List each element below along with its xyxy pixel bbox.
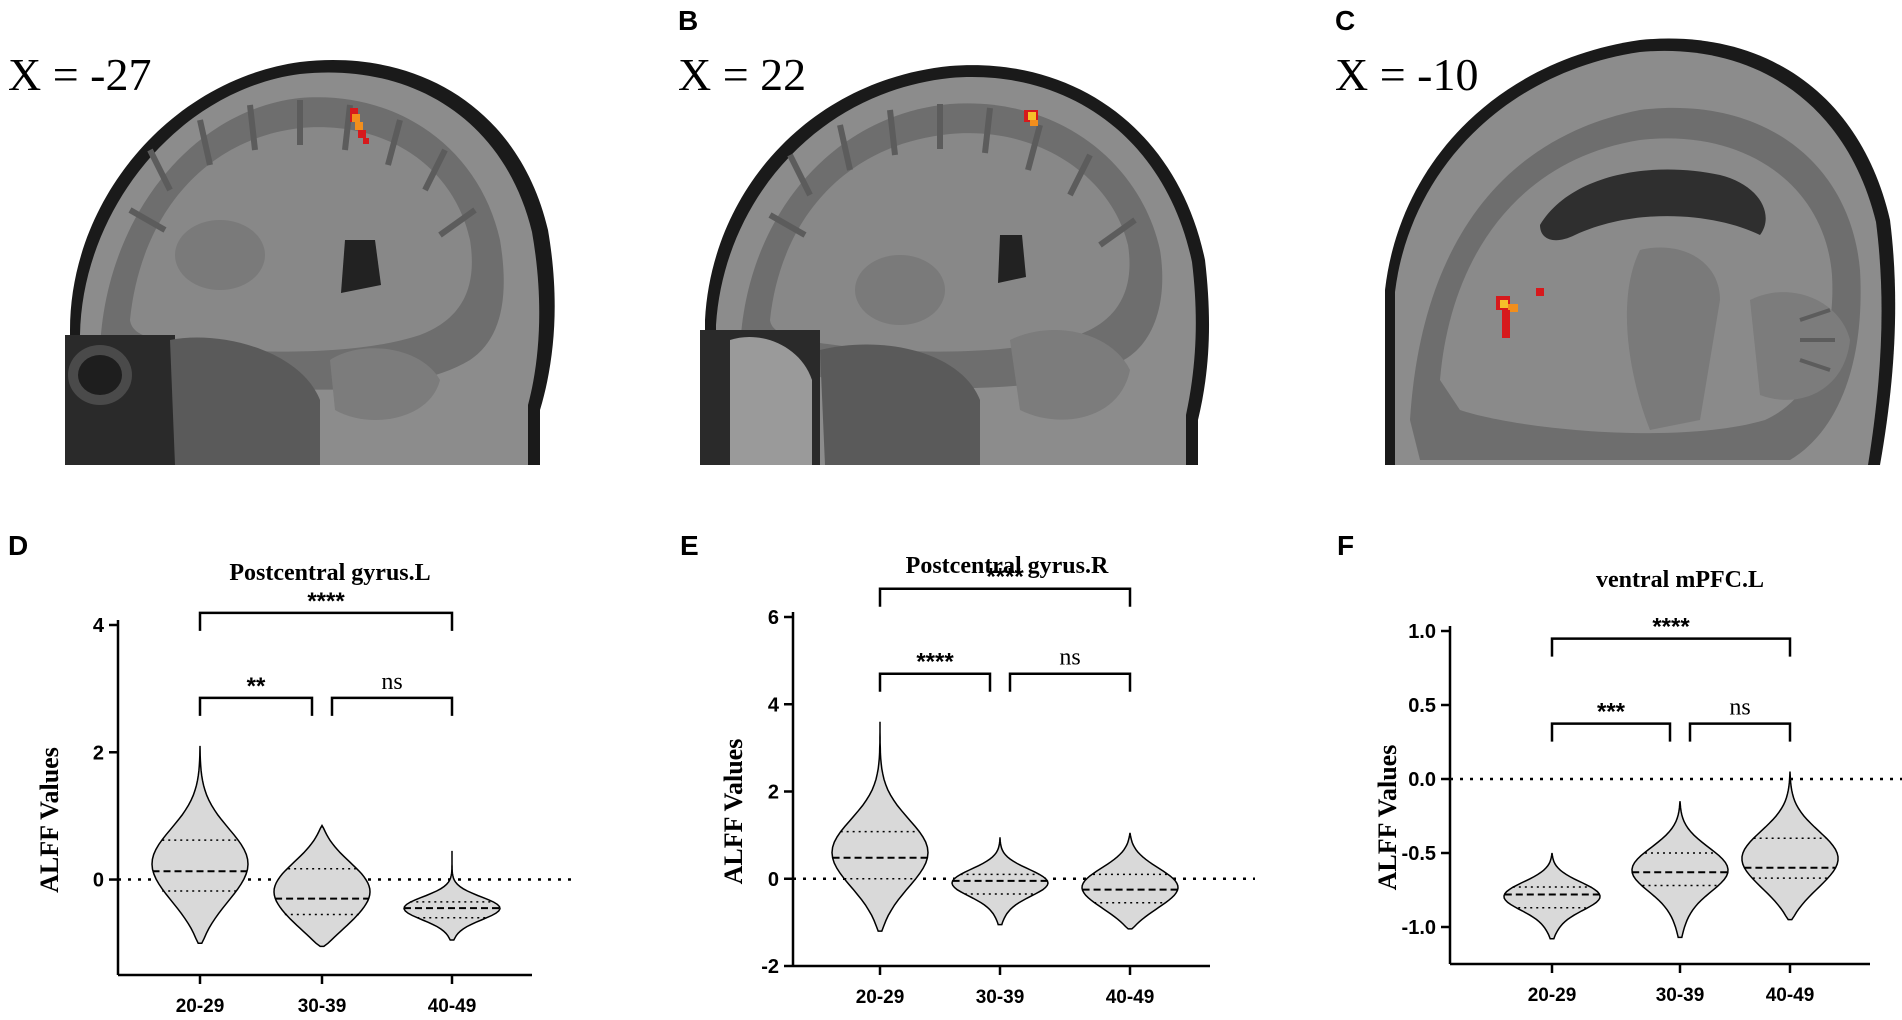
mri-sagittal-image xyxy=(700,10,1225,466)
brain-panel-b: B X = 22 xyxy=(678,5,1225,466)
significance-label: ns xyxy=(1729,695,1750,721)
coordinate-label: X = 22 xyxy=(678,49,806,100)
chart-panel-e: E Postcentral gyrus.R ALFF Values -2 0 2 4 6 20-… xyxy=(680,530,1255,1008)
violin xyxy=(831,721,929,932)
x-tick-label: 40-49 xyxy=(1106,987,1155,1008)
y-tick-label: -2 xyxy=(761,956,779,978)
x-tick-label: 30-39 xyxy=(976,987,1025,1008)
y-tick-label: 2 xyxy=(768,782,779,804)
x-tick-label: 30-39 xyxy=(298,996,347,1017)
panel-letter: E xyxy=(680,530,699,561)
coordinate-label: X = -10 xyxy=(1335,49,1478,100)
significance-bracket xyxy=(198,696,314,716)
significance-bracket xyxy=(1550,637,1792,657)
significance-label: **** xyxy=(986,564,1024,591)
brain-panel-c: C X = -10 xyxy=(1335,5,1902,466)
x-tick-label: 20-29 xyxy=(1528,985,1577,1006)
significance-label: ns xyxy=(1059,645,1080,671)
activation-cluster xyxy=(350,108,369,144)
y-tick-label: 1.0 xyxy=(1408,621,1436,643)
panel-letter: D xyxy=(8,530,28,561)
x-tick-label: 30-39 xyxy=(1656,985,1705,1006)
y-axis-label: ALFF Values xyxy=(719,739,748,885)
y-tick-label: 0.5 xyxy=(1408,695,1436,717)
significance-bracket xyxy=(330,696,454,716)
violin xyxy=(403,850,501,941)
y-tick-label: 4 xyxy=(93,615,105,637)
significance-label: **** xyxy=(307,588,345,615)
y-axis-label: ALFF Values xyxy=(1373,745,1402,891)
x-tick-label: 40-49 xyxy=(1766,985,1815,1006)
coordinate-label: X = -27 xyxy=(8,49,151,100)
significance-bracket xyxy=(1688,722,1792,742)
activation-cluster xyxy=(1024,110,1038,126)
significance-label: **** xyxy=(916,649,954,676)
mri-sagittal-image xyxy=(1385,10,1902,466)
chart-title: Postcentral gyrus.R xyxy=(906,553,1109,579)
y-tick-label: -0.5 xyxy=(1402,843,1436,865)
brain-panel-a: A X = -27 xyxy=(0,5,560,466)
panel-letter: F xyxy=(1337,530,1354,561)
y-tick-label: 6 xyxy=(768,607,779,629)
violin xyxy=(1503,852,1601,940)
significance-bracket xyxy=(1008,672,1132,692)
significance-label: ** xyxy=(247,673,266,700)
y-tick-label: -1.0 xyxy=(1402,917,1436,939)
violin xyxy=(1631,801,1729,939)
violin xyxy=(1741,771,1839,921)
chart-panel-d: D Postcentral gyrus.L ALFF Values 0 2 4 20-29 3… xyxy=(8,530,577,1017)
panel-letter: B xyxy=(678,5,698,36)
significance-label: *** xyxy=(1597,699,1626,726)
y-tick-label: 0 xyxy=(93,870,104,892)
significance-bracket xyxy=(878,672,992,692)
significance-label: ns xyxy=(381,669,402,695)
violin xyxy=(1081,832,1179,930)
significance-bracket xyxy=(1550,722,1672,742)
x-tick-label: 20-29 xyxy=(176,996,225,1017)
x-tick-label: 40-49 xyxy=(428,996,477,1017)
y-tick-label: 0 xyxy=(768,869,779,891)
panel-letter: C xyxy=(1335,5,1355,36)
x-tick-label: 20-29 xyxy=(856,987,905,1008)
violin xyxy=(151,745,249,944)
y-tick-label: 2 xyxy=(93,742,104,764)
significance-label: **** xyxy=(1652,614,1690,641)
violin xyxy=(273,823,371,948)
y-axis-label: ALFF Values xyxy=(35,747,64,893)
y-tick-label: 0.0 xyxy=(1408,769,1436,791)
y-tick-label: 4 xyxy=(768,694,780,716)
chart-title: ventral mPFC.L xyxy=(1596,567,1764,593)
significance-bracket xyxy=(198,611,454,631)
mri-sagittal-image xyxy=(0,10,560,466)
chart-title: Postcentral gyrus.L xyxy=(229,560,430,586)
significance-bracket xyxy=(878,587,1132,607)
activation-cluster xyxy=(1496,288,1544,338)
